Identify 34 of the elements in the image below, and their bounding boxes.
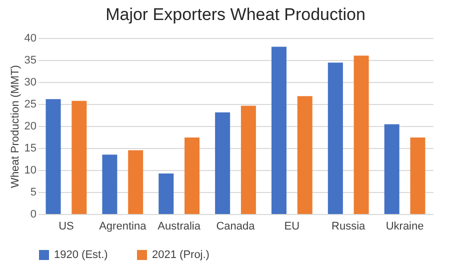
x-tick-label: Australia	[158, 220, 202, 232]
y-tick-label: 0	[30, 208, 36, 220]
x-tick-label: US	[58, 220, 74, 232]
bar	[271, 46, 286, 214]
legend-label: 2021 (Proj.)	[152, 249, 210, 261]
bar	[184, 137, 200, 214]
y-tick-label: 30	[24, 76, 36, 88]
legend-label: 1920 (Est.)	[54, 249, 108, 261]
bar	[46, 99, 61, 214]
bar	[72, 100, 87, 214]
x-tick-label: EU	[284, 220, 300, 232]
y-tick-label: 5	[30, 186, 36, 198]
x-tick-label: Canada	[216, 220, 256, 232]
y-tick-label: 20	[24, 120, 36, 132]
y-tick-label: 15	[24, 142, 36, 154]
bar	[328, 62, 343, 214]
y-tick-label: 35	[24, 54, 36, 66]
x-tick-label: Russia	[332, 220, 366, 232]
y-axis-title: Wheat Production (MMT)	[9, 65, 22, 188]
bar	[384, 124, 400, 214]
bar	[297, 96, 312, 214]
bar	[158, 174, 174, 214]
y-tick-label: 40	[24, 32, 36, 44]
bar	[102, 154, 118, 214]
bar	[240, 106, 256, 214]
y-tick-label: 25	[24, 98, 36, 110]
bar	[215, 112, 230, 214]
bar	[354, 56, 369, 214]
x-tick-label: Ukraine	[386, 220, 424, 232]
x-tick-label: Agrentina	[99, 220, 148, 232]
bar	[128, 150, 144, 214]
bar	[410, 137, 426, 214]
chart-title: Major Exporters Wheat Production	[106, 5, 366, 24]
y-tick-label: 10	[24, 164, 36, 176]
